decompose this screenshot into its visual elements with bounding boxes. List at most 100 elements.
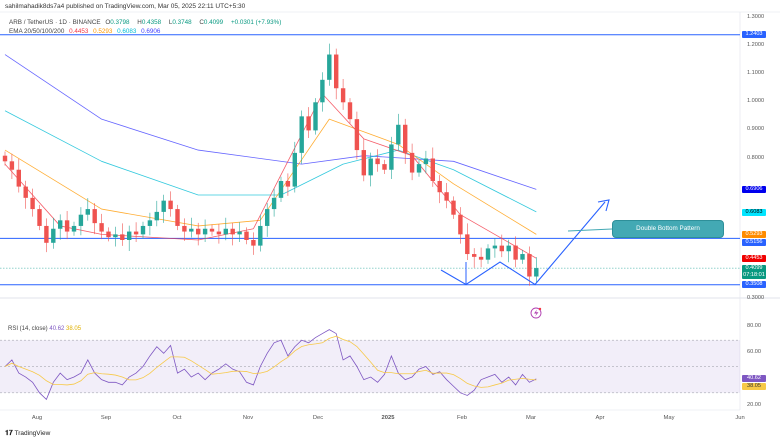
ema20-value: 0.4453 (69, 28, 89, 35)
rsi-tick: 60.00 (747, 349, 761, 356)
candle-body (258, 225, 263, 246)
time-axis-label: Apr (595, 415, 605, 421)
candle-body (347, 102, 353, 120)
ema100-value: 0.6083 (117, 28, 137, 35)
candle-body (513, 245, 518, 260)
symbol-name[interactable]: ARB / TetherUS · 1D · BINANCE (9, 19, 101, 26)
candle-body (375, 158, 380, 165)
ema-label[interactable]: EMA 20/50/100/200 (9, 28, 65, 35)
close-value: 0.4099 (203, 19, 224, 26)
high-label: H (137, 19, 142, 26)
candle-body (437, 180, 442, 193)
time-axis-label: Oct (172, 415, 182, 421)
candle-body (396, 124, 401, 145)
notification-dot-icon (538, 307, 542, 311)
candle-body (92, 209, 97, 224)
lightning-bolt-icon (534, 309, 539, 317)
tradingview-logo[interactable]: 𝟏𝟕 TradingView (5, 430, 51, 437)
candle-body (368, 158, 373, 176)
arrow-head-icon (597, 199, 610, 212)
time-axis-label: Nov (242, 415, 254, 421)
rsi-tick: 20.00 (747, 402, 761, 408)
candle-body (44, 225, 49, 243)
candle-body (444, 192, 449, 201)
candle-body (9, 161, 15, 170)
candle-body (534, 268, 539, 277)
candle-body (127, 231, 132, 240)
price-tag: 0.6906 (742, 185, 766, 193)
candle-body (23, 186, 28, 198)
candle-body (430, 158, 435, 181)
close-label: C (199, 19, 204, 26)
candle-body (133, 231, 139, 235)
candle-body (340, 88, 346, 103)
time-axis-label: 2025 (381, 415, 395, 421)
candle-body (520, 254, 525, 260)
rsi-ma-value: 38.05 (66, 326, 82, 332)
candle-body (416, 164, 422, 173)
candle-body (216, 231, 222, 235)
time-axis-label: Dec (312, 415, 324, 421)
candle-body (251, 239, 256, 246)
symbol-legend: ARB / TetherUS · 1D · BINANCE O0.3798 H0… (9, 19, 284, 26)
candle-body (99, 223, 104, 232)
candle-body (403, 124, 408, 153)
brand-name: TradingView (14, 430, 51, 437)
high-value: 0.4358 (141, 19, 162, 26)
candle-body (492, 245, 498, 249)
candle-body (354, 119, 360, 151)
candle-body (458, 214, 463, 235)
candle-body (182, 225, 187, 232)
published-info: sahilmahadik8ds7a4 published on TradingV… (5, 3, 246, 10)
candle-body (278, 180, 284, 198)
candle-body (230, 228, 235, 235)
time-axis-label: Aug (31, 415, 43, 421)
price-tag: 0.4099 07:18:01 (742, 264, 766, 279)
candle-body (527, 254, 532, 277)
ema-legend: EMA 20/50/100/200 0.4453 0.5293 0.6083 0… (9, 28, 163, 35)
price-tick: 0.9000 (747, 126, 765, 133)
price-tag: 0.6083 (742, 208, 766, 216)
candle-body (485, 248, 491, 260)
candle-body (361, 150, 366, 176)
double-bottom-callout[interactable]: Double Bottom Pattern (612, 220, 724, 238)
rsi-ma-line (4, 335, 537, 388)
ema-line-ema200 (4, 54, 537, 190)
time-axis-label: Sep (100, 415, 112, 421)
candle-body (189, 228, 194, 232)
ema-line-ema50 (4, 118, 537, 235)
candle-body (30, 197, 35, 210)
candle-body (106, 231, 111, 238)
candle-body (16, 169, 21, 187)
candle-body (161, 200, 166, 212)
time-axis-label: Mar (526, 415, 536, 421)
time-axis-label: Feb (457, 415, 467, 421)
double-bottom-drawing (440, 201, 606, 286)
candle-body (334, 54, 339, 89)
candle-body (147, 220, 153, 226)
candle-body (389, 144, 394, 170)
candle-body (285, 180, 291, 187)
candle-body (499, 245, 504, 252)
candle-body (58, 220, 63, 229)
candle-body (2, 155, 8, 162)
candle-body (382, 164, 387, 170)
rsi-tick: 80.00 (747, 323, 761, 329)
low-label: L (168, 19, 173, 26)
rsi-value: 40.62 (49, 326, 65, 332)
candle-body (202, 228, 208, 235)
candle-body (113, 234, 118, 238)
candle-body (78, 214, 84, 226)
candle-body (265, 209, 270, 226)
price-tag: 0.4453 (742, 254, 766, 262)
candle-body (64, 220, 70, 232)
candle-body (71, 225, 77, 232)
open-value: 0.3798 (110, 19, 130, 26)
candle-body (472, 254, 477, 257)
candle-body (320, 79, 325, 103)
price-tick: 1.2000 (747, 42, 765, 49)
ema200-value: 0.6906 (141, 28, 161, 35)
price-tick: 1.1000 (747, 70, 765, 77)
